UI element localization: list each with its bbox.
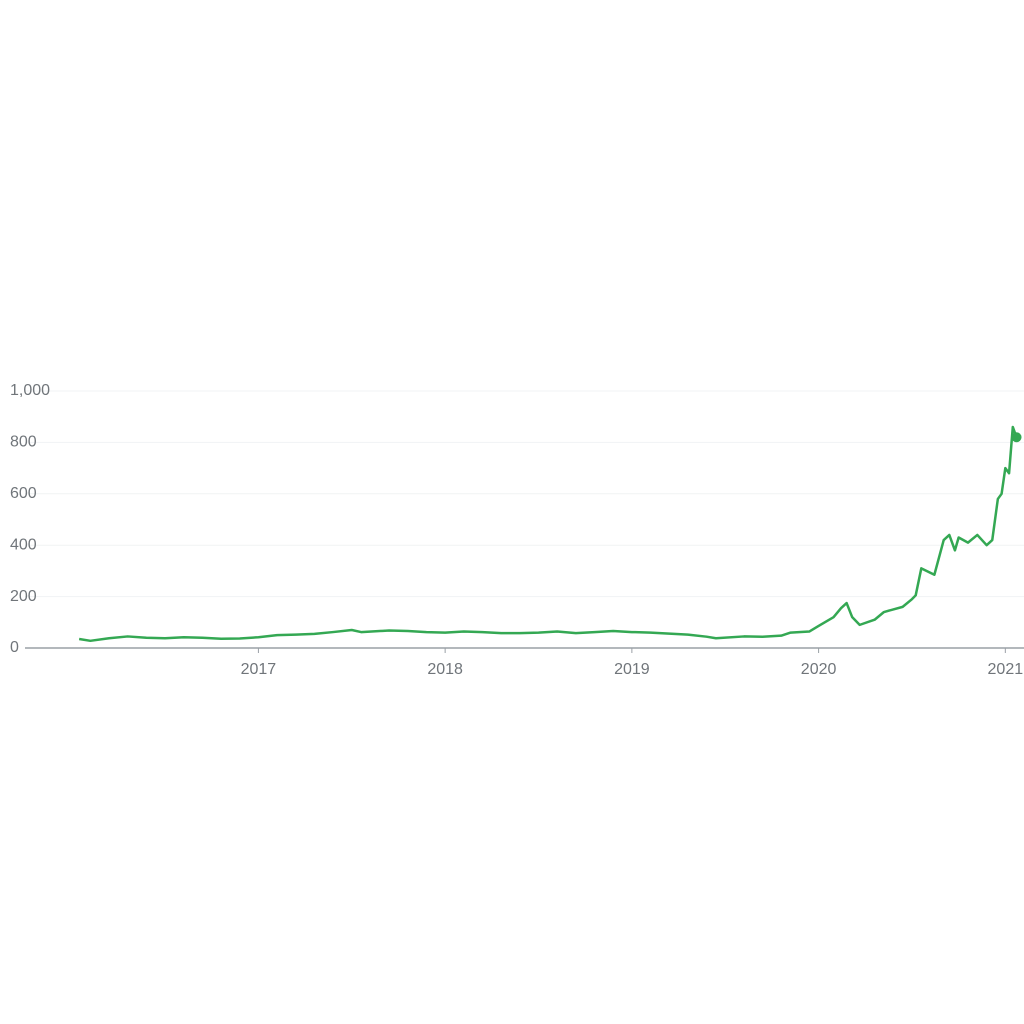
y-tick-label: 200 [10, 588, 37, 605]
end-dot [1011, 432, 1022, 443]
x-tick-label: 2017 [241, 661, 277, 678]
y-tick-label: 400 [10, 536, 37, 553]
y-tick-label: 800 [10, 434, 37, 451]
x-tick-label: 2019 [614, 661, 650, 678]
y-tick-label: 600 [10, 485, 37, 502]
x-tick-label: 2020 [801, 661, 837, 678]
y-tick-label: 1,000 [10, 382, 50, 399]
x-tick-label: 2021 [988, 661, 1024, 678]
price-line [78, 425, 1018, 643]
y-tick-label: 0 [10, 639, 19, 656]
x-tick-label: 2018 [427, 661, 463, 678]
